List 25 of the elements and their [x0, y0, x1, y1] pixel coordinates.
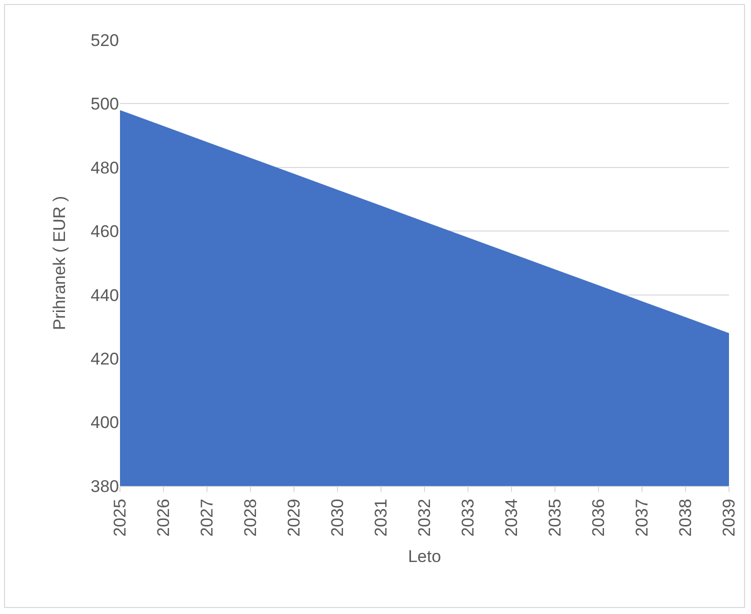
x-tick-label: 2038: [676, 498, 696, 537]
y-tick-label: 400: [90, 413, 119, 432]
y-tick-label: 460: [90, 222, 119, 242]
y-axis-title: Prihranek ( EUR ): [50, 196, 70, 330]
y-tick-label: 440: [90, 286, 119, 305]
x-tick-label: 2035: [546, 498, 565, 537]
x-tick-label: 2030: [328, 498, 348, 537]
y-tick-label: 420: [90, 350, 119, 369]
y-tick-label: 520: [90, 30, 119, 50]
y-tick-label: 380: [90, 476, 119, 496]
x-tick-label: 2027: [198, 498, 217, 537]
x-tick-label: 2034: [502, 498, 522, 537]
x-tick-label: 2033: [458, 498, 478, 537]
x-tick-label: 2037: [632, 498, 652, 537]
x-tick-label: 2031: [372, 498, 391, 537]
x-tick-label: 2025: [110, 498, 130, 537]
y-tick-label: 500: [90, 94, 119, 114]
x-tick-label: 2039: [720, 498, 739, 537]
x-tick-label: 2026: [154, 498, 174, 537]
x-tick-label: 2028: [241, 498, 260, 537]
y-tick-label: 480: [90, 158, 119, 178]
x-tick-label: 2029: [284, 498, 304, 537]
x-tick-label: 2032: [415, 498, 434, 537]
x-tick-label: 2036: [589, 498, 608, 537]
x-axis-title: Leto: [408, 547, 442, 566]
